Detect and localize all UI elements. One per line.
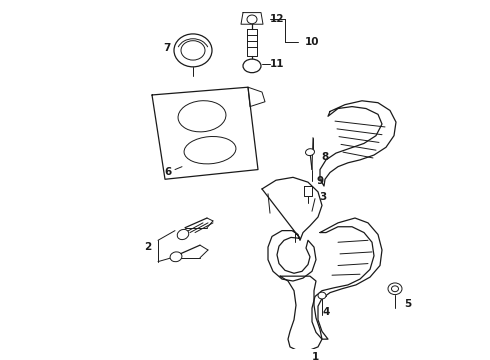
Text: 4: 4 [322,307,330,317]
Ellipse shape [181,41,205,60]
Polygon shape [262,177,322,281]
Text: 11: 11 [270,59,284,69]
Ellipse shape [392,286,398,292]
Ellipse shape [247,15,257,24]
Ellipse shape [243,59,261,73]
Ellipse shape [388,283,402,294]
Text: 1: 1 [311,352,318,360]
Text: 10: 10 [305,37,319,47]
Ellipse shape [174,34,212,67]
Ellipse shape [170,252,182,262]
Text: 5: 5 [404,299,412,309]
Text: 9: 9 [317,176,323,186]
Polygon shape [248,87,265,107]
Polygon shape [312,218,382,339]
Text: 7: 7 [163,44,171,53]
Text: 3: 3 [319,192,327,202]
Text: 8: 8 [321,152,329,162]
Ellipse shape [184,136,236,164]
Text: 6: 6 [164,167,171,177]
Polygon shape [152,87,258,179]
Polygon shape [320,101,396,186]
Text: 2: 2 [145,242,151,252]
Polygon shape [280,276,322,351]
Ellipse shape [306,149,315,156]
Text: 12: 12 [270,14,284,24]
Ellipse shape [178,101,226,132]
Ellipse shape [318,292,326,299]
Ellipse shape [177,229,189,240]
